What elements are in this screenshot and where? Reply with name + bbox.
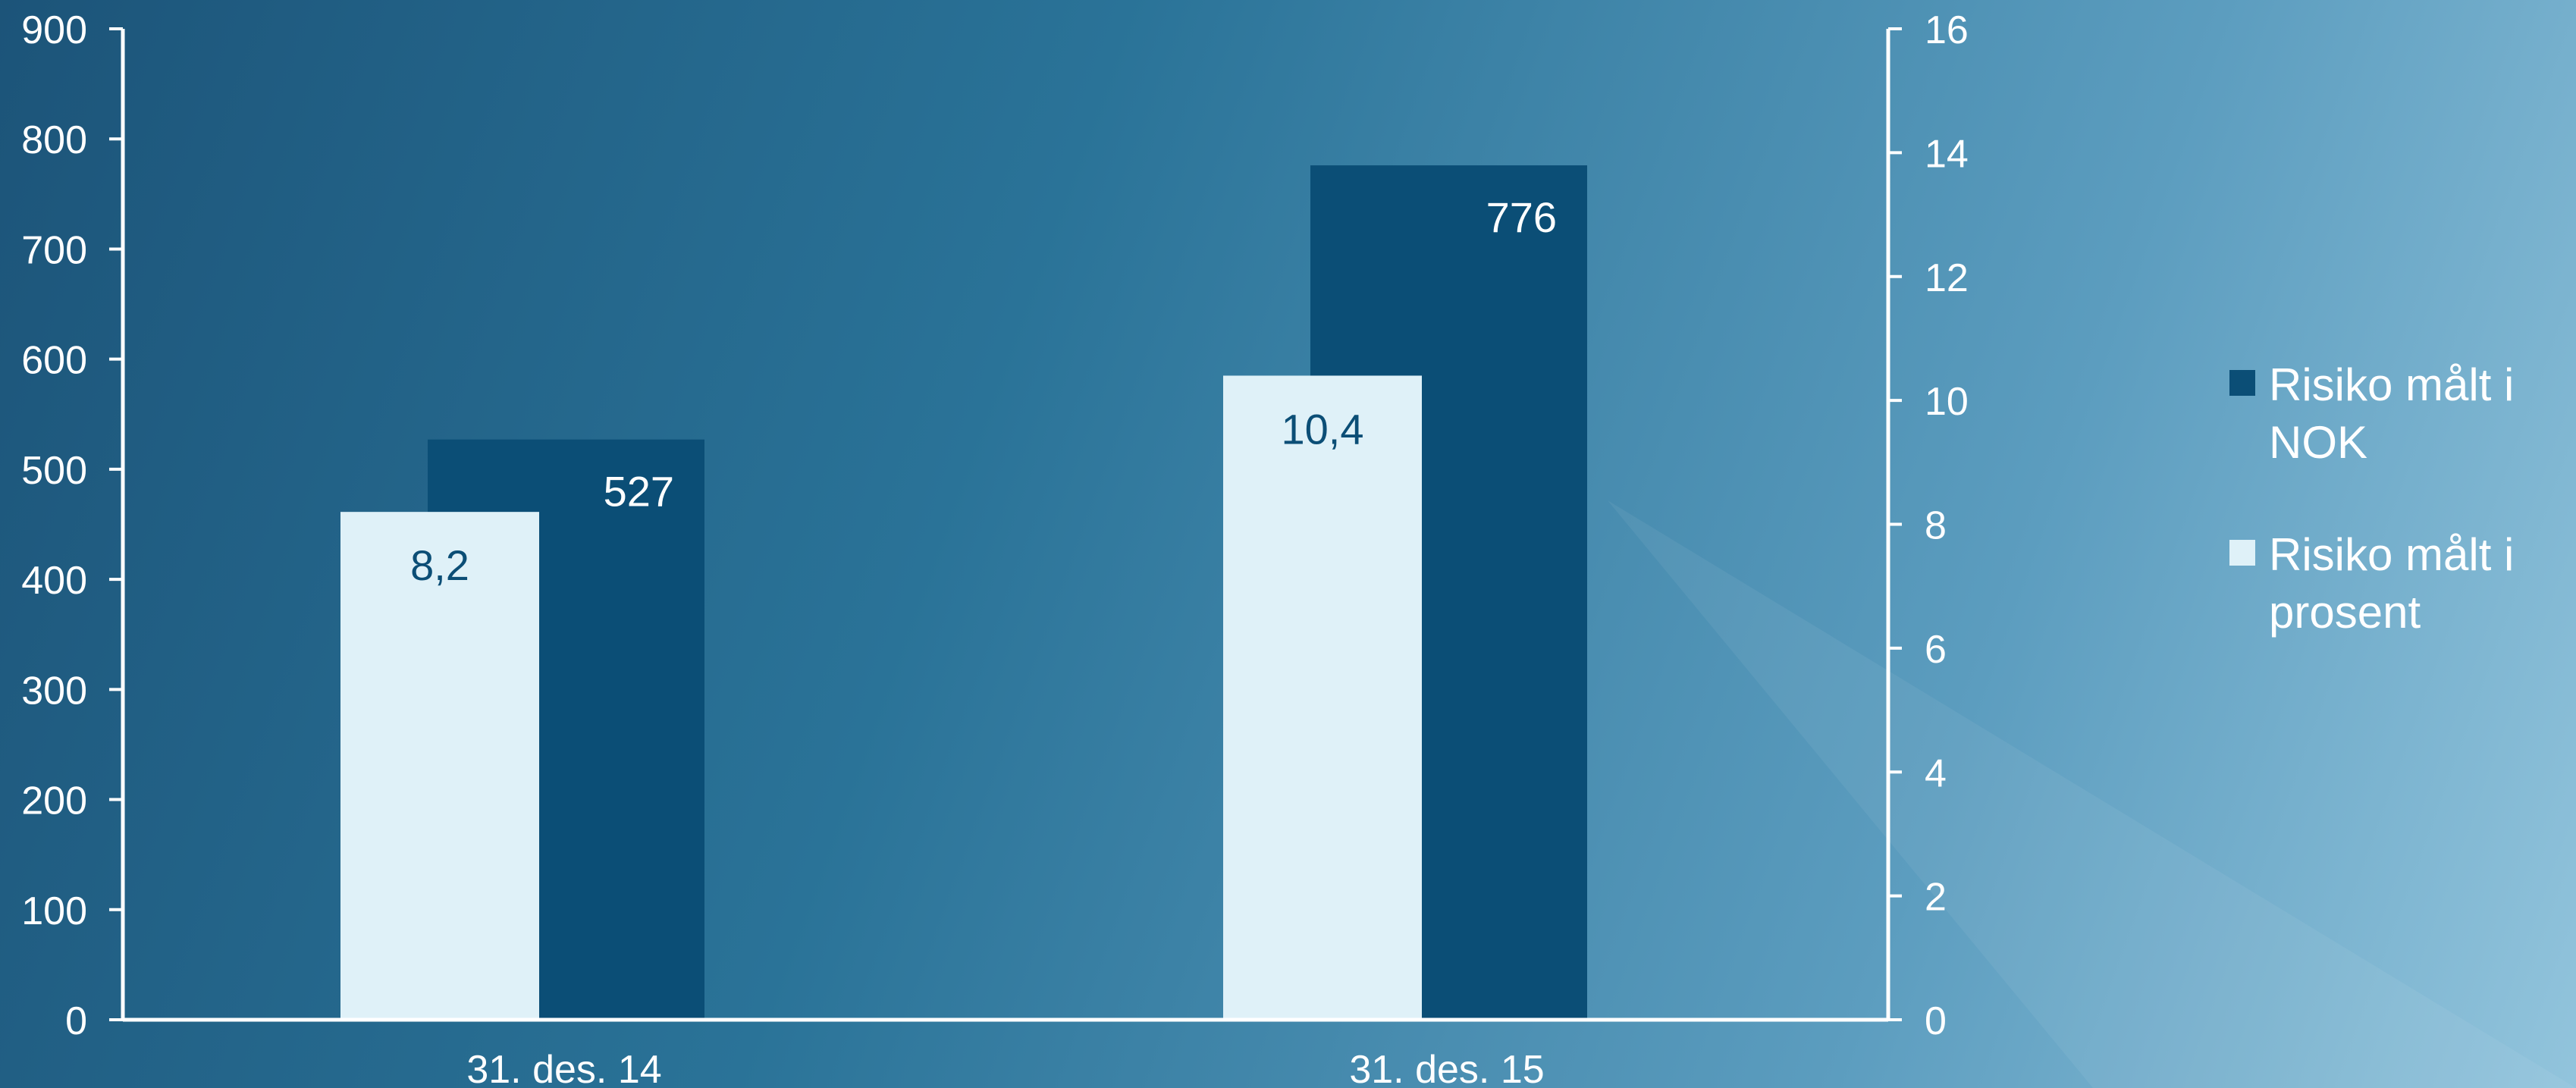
y-left-tick-label-0: 0 — [65, 999, 87, 1043]
y-left-tick-label-100: 100 — [21, 889, 87, 933]
data-label-prosent-1: 8,2 — [410, 541, 469, 589]
y-right-tick-label-2: 2 — [1925, 876, 1947, 920]
y-right-tick-label-16: 16 — [1925, 8, 1969, 52]
legend-swatch-prosent — [2229, 540, 2255, 566]
y-right-tick-label-4: 4 — [1925, 751, 1947, 795]
y-right-tick-label-10: 10 — [1925, 380, 1969, 424]
y-right-tick-label-12: 12 — [1925, 256, 1969, 300]
y-right-tick-label-0: 0 — [1925, 999, 1947, 1043]
y-left-tick-label-700: 700 — [21, 228, 87, 272]
legend-swatch-nok — [2229, 370, 2255, 396]
x-tick-label-1: 31. des. 14 — [466, 1048, 661, 1088]
legend-label-prosent: Risiko målt i prosent — [2269, 529, 2515, 638]
legend-label-nok: Risiko målt i NOK — [2269, 359, 2515, 468]
x-tick-label-2: 31. des. 15 — [1349, 1048, 1544, 1088]
y-right-tick-label-14: 14 — [1925, 132, 1969, 176]
bar-prosent-1 — [340, 512, 539, 1020]
chart-legend: Risiko målt i NOK Risiko målt i prosent — [2229, 356, 2563, 696]
y-left-tick-label-400: 400 — [21, 559, 87, 603]
y-right-tick-label-6: 6 — [1925, 628, 1947, 672]
y-left-tick-label-500: 500 — [21, 449, 87, 493]
y-right-tick-label-8: 8 — [1925, 504, 1947, 548]
legend-item-prosent: Risiko målt i prosent — [2229, 526, 2563, 641]
legend-item-nok: Risiko målt i NOK — [2229, 356, 2563, 472]
data-label-nok-2: 776 — [1486, 193, 1557, 241]
y-left-tick-label-600: 600 — [21, 339, 87, 383]
y-left-tick-label-800: 800 — [21, 118, 87, 162]
y-left-tick-label-900: 900 — [21, 8, 87, 52]
y-left-tick-label-300: 300 — [21, 669, 87, 713]
data-label-prosent-2: 10,4 — [1282, 405, 1364, 453]
data-label-nok-1: 527 — [604, 468, 674, 516]
bar-prosent-2 — [1223, 375, 1422, 1020]
y-left-tick-label-200: 200 — [21, 779, 87, 823]
